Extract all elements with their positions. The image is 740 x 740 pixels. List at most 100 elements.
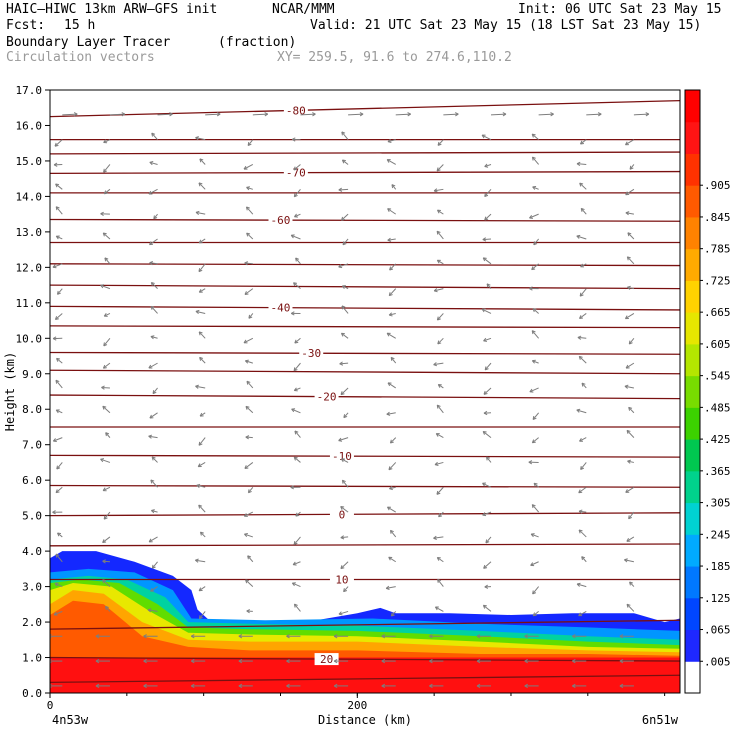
vector-head	[626, 256, 631, 261]
y-tick-label: 12.0	[16, 261, 43, 274]
circulation-vector	[150, 306, 158, 314]
circulation-vector	[55, 206, 63, 215]
vector-head	[532, 185, 537, 190]
vector-head	[198, 331, 203, 336]
circulation-vector	[294, 430, 301, 438]
vector-head	[388, 312, 393, 317]
vector-head	[243, 513, 248, 517]
vector-head	[198, 587, 203, 592]
vector-head	[56, 290, 61, 295]
vector-head	[290, 311, 295, 316]
vector-head	[580, 465, 585, 470]
vector-head	[104, 257, 109, 262]
circulation-vector	[388, 312, 396, 316]
vector-head	[576, 408, 581, 413]
circulation-vector	[586, 113, 602, 116]
circulation-vector	[390, 437, 397, 444]
y-tick-label: 13.0	[16, 226, 43, 239]
vector-head	[533, 241, 538, 246]
colorbar-swatch	[685, 121, 700, 154]
circulation-vector	[576, 163, 587, 165]
temperature-contour	[50, 656, 680, 662]
tracer-region	[50, 657, 680, 693]
circulation-vector	[482, 257, 492, 265]
vector-head	[102, 232, 107, 237]
circulation-vector	[483, 604, 492, 612]
vector-head	[385, 585, 390, 590]
vector-head	[528, 460, 533, 465]
vector-head	[238, 658, 243, 664]
colorbar-swatch	[685, 90, 700, 123]
colorbar-label: .305	[704, 497, 731, 510]
vector-head	[340, 565, 345, 570]
vector-head	[340, 391, 345, 396]
vector-head	[481, 308, 486, 313]
vector-head	[341, 479, 346, 484]
circulation-vector	[388, 462, 397, 471]
vector-head	[293, 456, 298, 461]
circulation-vector	[103, 337, 111, 347]
vector-head	[359, 112, 364, 117]
vector-head	[195, 384, 199, 389]
temperature-contour	[50, 543, 680, 547]
vector-head	[103, 342, 108, 347]
circulation-vector	[390, 529, 397, 538]
vector-head	[578, 612, 583, 617]
vector-head	[486, 283, 491, 288]
vector-head	[102, 405, 107, 410]
circulation-vector	[434, 188, 444, 192]
y-tick-label: 16.0	[16, 119, 43, 132]
circulation-vector	[103, 139, 111, 143]
circulation-vector	[293, 188, 301, 198]
vector-head	[195, 558, 199, 563]
vector-head	[105, 605, 109, 610]
colorbar-label: .905	[704, 179, 731, 192]
circulation-vector	[578, 486, 587, 494]
circulation-vector	[244, 262, 253, 265]
field-units: (fraction)	[218, 35, 297, 50]
circulation-vector	[531, 133, 539, 141]
circulation-vector	[578, 356, 587, 364]
circulation-vector	[386, 159, 396, 165]
vector-head	[244, 261, 249, 266]
colorbar-swatch	[685, 216, 700, 250]
vector-head	[476, 683, 481, 689]
circulation-vector	[53, 437, 63, 442]
contour-label-bg	[283, 166, 308, 179]
y-tick-label: 11.0	[16, 297, 43, 310]
circulation-vector	[438, 511, 444, 518]
vector-head	[625, 211, 630, 216]
vector-head	[244, 465, 249, 469]
circulation-vector	[484, 164, 492, 168]
vector-head	[438, 513, 443, 518]
vector-head	[150, 587, 155, 592]
vector-head	[150, 281, 155, 286]
circulation-vector	[109, 113, 125, 116]
vector-head	[436, 230, 441, 235]
circulation-vector	[628, 511, 635, 520]
temperature-contour	[50, 284, 680, 290]
circulation-vector	[578, 529, 587, 538]
vector-head	[103, 515, 108, 520]
vector-head	[572, 634, 576, 639]
vector-head	[95, 683, 100, 689]
circulation-vector	[338, 263, 349, 268]
vector-head	[532, 415, 537, 420]
circulation-vector	[436, 164, 444, 172]
vector-head	[627, 459, 631, 464]
circulation-vector	[531, 263, 539, 271]
circulation-vector	[54, 583, 63, 588]
vector-head	[294, 339, 299, 344]
vector-head	[429, 658, 433, 664]
circulation-vector	[386, 586, 396, 589]
vector-head	[624, 558, 628, 563]
circulation-vector	[342, 238, 349, 246]
vector-head	[581, 382, 586, 387]
vector-head	[338, 437, 343, 442]
circulation-vector	[530, 561, 539, 566]
vector-head	[333, 634, 338, 639]
vector-head	[531, 133, 536, 138]
vector-head	[629, 581, 634, 586]
vector-head	[433, 362, 438, 367]
org-label: NCAR/MMM	[272, 2, 335, 17]
